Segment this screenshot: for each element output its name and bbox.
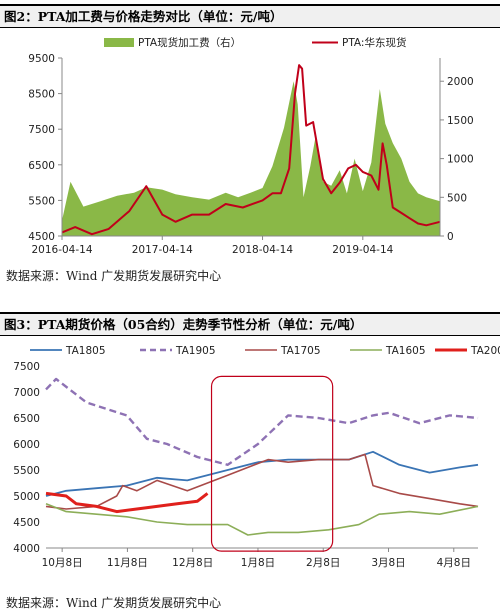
x-tick-label-7: 4月8日 — [437, 557, 471, 569]
x-tick-label-2: 11月8日 — [107, 557, 148, 569]
legend-label-ta1605: TA1605 — [385, 345, 426, 357]
x-tick-label-1: 10月8日 — [42, 557, 83, 569]
x-tick-label-5: 2月8日 — [306, 557, 340, 569]
x-tick-label-2017-04-14: 2017-04-14 — [132, 244, 193, 256]
legend-label-processing-fee: PTA现货加工费（右） — [138, 36, 241, 49]
legend-label-east-china-spot: PTA:华东现货 — [342, 36, 406, 49]
series-east-china-spot-line — [61, 64, 441, 236]
x-tick-label-2018-04-14: 2018-04-14 — [232, 244, 293, 256]
y-tick-label-5500: 5500 — [13, 465, 40, 477]
y-tick-label-5000: 5000 — [13, 491, 40, 503]
y-tick-label-4500: 4500 — [13, 517, 40, 529]
series-ta1905-line — [45, 377, 479, 466]
y-tick-label-7000: 7000 — [13, 387, 40, 399]
series-ta1705-line — [45, 453, 479, 510]
y-tick-label-4000: 4000 — [13, 543, 40, 555]
y-tick-label-6000: 6000 — [13, 439, 40, 451]
chart-1-legend: PTA现货加工费（右） PTA:华东现货 — [104, 36, 406, 49]
legend-label-ta1905: TA1905 — [175, 345, 216, 357]
y-right-tick-label-1000: 1000 — [447, 154, 474, 166]
x-tick-label-4: 1月8日 — [241, 557, 275, 569]
figure-2-title: 图3：PTA期货价格（05合约）走势季节性分析（单位：元/吨） — [0, 312, 500, 336]
x-tick-label-3: 12月8日 — [172, 557, 213, 569]
legend-label-ta2005: TA2005 — [470, 345, 500, 357]
y-right-tick-label-2000: 2000 — [447, 76, 474, 88]
figure-1-source: 数据来源：Wind 广发期货发展研究中心 — [6, 269, 222, 283]
x-tick-label-6: 3月8日 — [371, 557, 405, 569]
y-right-tick-label-500: 500 — [447, 192, 467, 204]
x-tick-label-2016-04-14: 2016-04-14 — [31, 244, 92, 256]
series-processing-fee-area — [62, 81, 440, 236]
chart-2: TA1805 TA1905 TA1705 TA1605 TA2005 4000 4500 50… — [13, 345, 500, 569]
y-left-tick-label-4500: 4500 — [28, 231, 55, 243]
legend-label-ta1705: TA1705 — [280, 345, 321, 357]
y-right-tick-label-1500: 1500 — [447, 115, 474, 127]
legend-swatch-pta — [104, 38, 134, 47]
series-ta1805-line — [45, 450, 479, 497]
seasonal-highlight-box — [210, 375, 334, 552]
y-left-tick-label-6500: 6500 — [28, 160, 55, 172]
series-ta1605-line — [45, 503, 479, 536]
y-left-tick-label-9500: 9500 — [28, 53, 55, 65]
series-ta2005-line — [45, 491, 209, 514]
figure-2-source: 数据来源：Wind 广发期货发展研究中心 — [6, 596, 222, 610]
y-left-tick-label-8500: 8500 — [28, 89, 55, 101]
chart-2-legend: TA1805 TA1905 TA1705 TA1605 TA2005 — [30, 345, 500, 357]
x-tick-label-2019-04-14: 2019-04-14 — [332, 244, 393, 256]
y-tick-label-7500: 7500 — [13, 361, 40, 373]
figure-1-title: 图2：PTA加工费与价格走势对比（单位：元/吨） — [0, 4, 500, 28]
y-left-tick-label-7500: 7500 — [28, 124, 55, 136]
y-right-tick-label-0: 0 — [447, 231, 454, 243]
chart-1: PTA现货加工费（右） PTA:华东现货 4500 5500 6500 7500 8500 9… — [28, 36, 474, 256]
legend-label-ta1805: TA1805 — [65, 345, 106, 357]
y-tick-label-6500: 6500 — [13, 413, 40, 425]
y-left-tick-label-5500: 5500 — [28, 195, 55, 207]
